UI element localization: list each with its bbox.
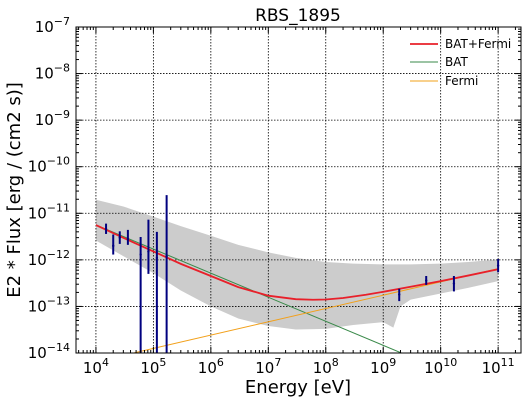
y-tick-label: 10−14 (28, 341, 70, 362)
data-point (398, 293, 401, 296)
x-tick-label: 104 (83, 356, 109, 377)
y-tick-label: 10−11 (28, 201, 70, 222)
legend-entry: Fermi (445, 74, 478, 88)
data-point (165, 254, 168, 258)
data-point (112, 244, 115, 248)
y-tick-label: 10−13 (28, 294, 70, 315)
x-tick-label: 1011 (482, 356, 515, 377)
data-point (118, 236, 121, 239)
legend: BAT+Fermi BAT Fermi (410, 37, 511, 88)
series-line-bat-fermi (95, 224, 499, 301)
y-tick-label: 10−7 (35, 15, 70, 36)
data-point (104, 227, 108, 231)
series-line-bat (95, 224, 403, 353)
x-tick-label: 108 (313, 356, 339, 377)
confidence-band (95, 199, 499, 330)
x-axis-label: Energy [eV] (245, 377, 351, 398)
data-point (139, 253, 142, 256)
y-tick-label: 10−9 (35, 108, 70, 129)
data-point (425, 279, 428, 282)
y-tick-label: 10−8 (35, 62, 70, 83)
x-tick-label: 109 (370, 356, 396, 377)
data-point (452, 282, 456, 285)
legend-entry: BAT+Fermi (445, 37, 511, 51)
series-line-fermi (131, 268, 499, 353)
chart-title: RBS_1895 (255, 6, 341, 26)
x-tick-label: 106 (198, 356, 224, 377)
data-point (496, 264, 500, 267)
data-point (126, 237, 130, 241)
confidence-band-gap (396, 281, 499, 353)
y-axis-label: E2 * Flux [erg / (cm2 s)] (4, 82, 25, 298)
data-point (155, 256, 159, 260)
x-tick-label: 1010 (424, 356, 457, 377)
data-point (147, 250, 150, 253)
y-tick-label: 10−10 (28, 155, 70, 176)
x-tick-label: 105 (140, 356, 166, 377)
legend-entry: BAT (445, 55, 469, 69)
plot-frame (75, 26, 522, 354)
x-tick-label: 107 (255, 356, 281, 377)
y-tick-label: 10−12 (28, 248, 70, 269)
